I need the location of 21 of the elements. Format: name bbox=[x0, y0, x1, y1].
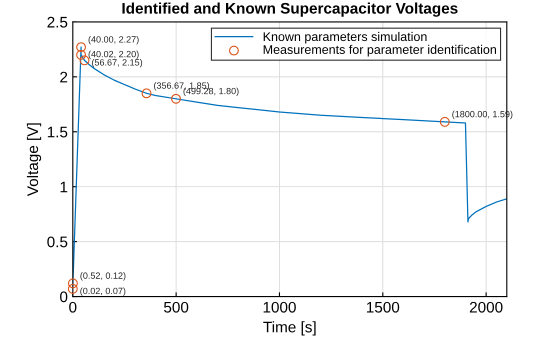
annotation: (40.02, 2.20) bbox=[88, 50, 139, 60]
x-tick-label: 1500 bbox=[366, 302, 400, 313]
annotation: (0.02, 0.07) bbox=[80, 287, 126, 296]
y-tick-label: 0.5 bbox=[47, 236, 68, 248]
annotation: (56.67, 2.15) bbox=[92, 58, 142, 68]
y-tick-label: 1 bbox=[60, 182, 68, 192]
y-axis-title: Voltage [V] bbox=[26, 123, 42, 196]
y-tick-label: 1.5 bbox=[48, 126, 68, 138]
x-axis-title: Time [s] bbox=[263, 321, 316, 336]
annotation: (40.00, 2.27) bbox=[88, 36, 139, 44]
chart-title: Identified and Known Supercapacitor Voltages bbox=[122, 2, 458, 17]
annotation: (0.52, 0.12) bbox=[80, 272, 126, 281]
x-tick-label: 1000 bbox=[264, 302, 296, 313]
x-tick-label: 0 bbox=[69, 302, 76, 313]
y-tick-label: 0 bbox=[60, 291, 68, 302]
legend-label: Measurements for parameter identification bbox=[264, 44, 496, 56]
x-tick-label: 500 bbox=[164, 302, 188, 313]
y-tick-label: 2 bbox=[60, 72, 68, 82]
legend-label: Known parameters simulation bbox=[264, 32, 427, 44]
y-tick-label: 2.5 bbox=[47, 16, 68, 28]
x-tick-label: 2000 bbox=[470, 302, 503, 313]
